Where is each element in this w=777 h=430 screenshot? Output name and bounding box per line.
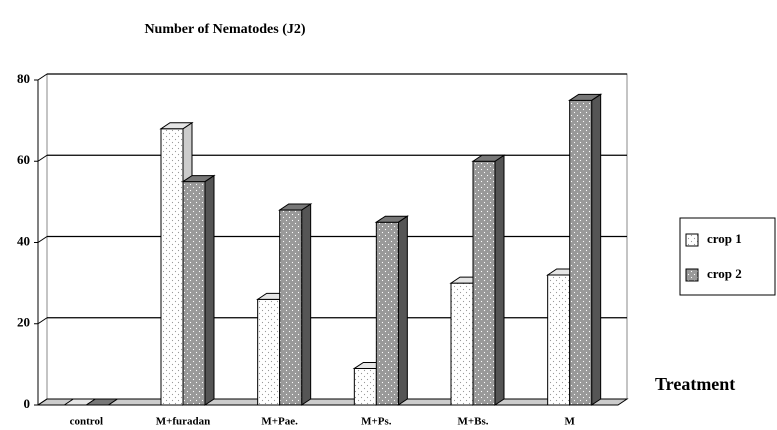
bar: [84, 398, 119, 406]
legend-label: crop 2: [707, 266, 742, 281]
bar-front: [353, 367, 377, 406]
bar-front: [472, 160, 496, 406]
floor: [36, 398, 629, 406]
bar-front: [257, 298, 281, 406]
y-tick-label: 80: [17, 71, 30, 86]
x-tick-label: M+furadan: [156, 416, 211, 428]
bar-front: [279, 209, 303, 406]
wall-edge: [37, 317, 48, 325]
bar-side: [494, 154, 505, 406]
bar-front: [160, 128, 184, 406]
bar-top: [471, 154, 506, 162]
bar-top: [181, 175, 216, 183]
y-tick-label: 40: [17, 233, 30, 248]
bar-front: [182, 181, 206, 406]
x-tick-label: M: [564, 416, 575, 428]
bar-front: [547, 274, 571, 406]
bar-front: [375, 221, 399, 406]
x-tick-label: M+Pae.: [261, 416, 298, 428]
x-tick-label: M+Ps.: [361, 416, 392, 428]
bar: [278, 203, 313, 406]
wall-edge: [37, 236, 48, 243]
bar-side: [397, 215, 408, 406]
x-axis-title: Treatment: [655, 374, 735, 394]
bar: [471, 154, 506, 406]
legend-swatch: [685, 233, 699, 247]
bar: [181, 174, 216, 406]
bar-front: [569, 99, 593, 406]
y-tick-label: 60: [17, 152, 30, 167]
x-tick-label: M+Bs.: [457, 416, 488, 428]
legend-box: [679, 217, 776, 296]
y-tick-label: 0: [24, 396, 31, 411]
bar-top: [159, 122, 194, 130]
bar-top: [374, 215, 409, 223]
y-tick-label: 20: [17, 315, 30, 330]
bar-side: [204, 174, 215, 406]
legend-label: crop 1: [707, 231, 742, 246]
legend-swatch: [685, 268, 699, 282]
bar-side: [301, 203, 312, 406]
bar-side: [591, 93, 602, 406]
x-tick-label: control: [70, 416, 103, 428]
bar: [568, 93, 603, 406]
wall-edge: [37, 73, 48, 81]
bar: [374, 215, 409, 406]
wall-edge: [37, 154, 48, 162]
bar-top: [84, 398, 119, 406]
bar-front: [450, 282, 474, 406]
chart-title: Number of Nematodes (J2): [144, 22, 305, 37]
wall-edge: [37, 398, 48, 406]
bar-top: [278, 203, 313, 211]
bar-top: [568, 93, 603, 101]
